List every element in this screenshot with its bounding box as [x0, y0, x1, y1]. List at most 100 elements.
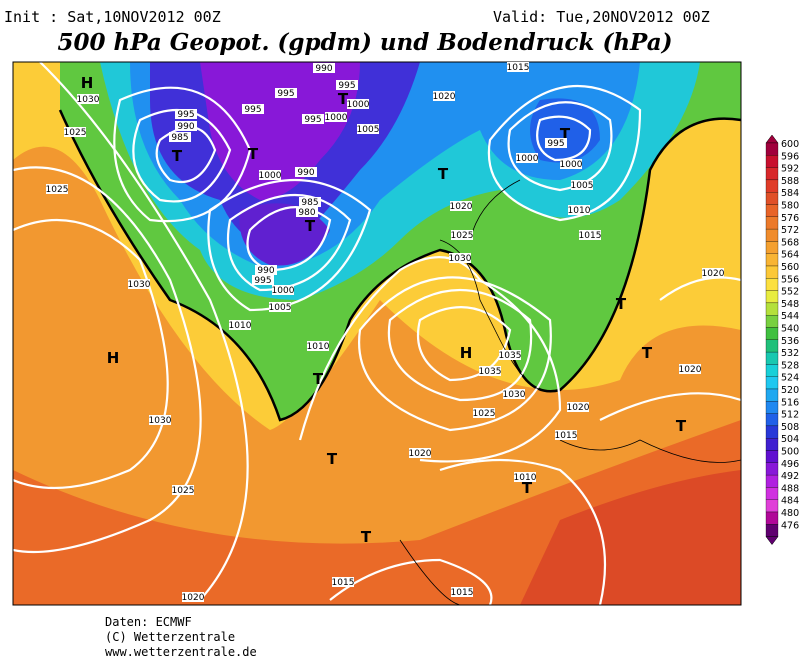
pressure-center: T — [172, 147, 183, 165]
pressure-center: T — [327, 450, 338, 468]
colorbar-label: 536 — [781, 336, 799, 347]
isobar-label: 1030 — [77, 95, 100, 105]
isobar-label: 1005 — [269, 303, 292, 313]
pressure-center: T — [522, 479, 533, 497]
colorbar-cap — [765, 536, 779, 546]
colorbar-segment — [765, 499, 779, 513]
pressure-center: T — [642, 344, 653, 362]
colorbar-label: 576 — [781, 213, 799, 224]
isobar-label: 995 — [177, 110, 194, 120]
isobar-label-bg — [255, 265, 277, 275]
colorbar-label: 556 — [781, 274, 799, 285]
colorbar-segment — [765, 339, 779, 353]
isobar — [207, 178, 372, 312]
pressure-center: T — [361, 528, 372, 546]
isobar-label: 990 — [257, 266, 274, 276]
isobar-label: 980 — [298, 208, 315, 218]
isobar-label: 985 — [301, 198, 318, 208]
isobar-label-bg — [252, 275, 274, 285]
colorbar-segment — [765, 364, 779, 377]
isobar — [39, 62, 249, 601]
colorbar-label: 564 — [781, 250, 799, 261]
pressure-center: T — [305, 217, 316, 235]
colorbar-segment — [765, 511, 779, 525]
isobar-label-bg — [347, 99, 369, 109]
colorbar-label: 528 — [781, 360, 799, 371]
colorbar-label: 500 — [781, 447, 799, 458]
isobar-label: 995 — [304, 115, 321, 125]
pressure-center: T — [313, 370, 324, 388]
colorbar-label: 476 — [781, 520, 799, 531]
isobar-label-bg — [128, 279, 150, 289]
colorbar-label: 516 — [781, 397, 799, 408]
colorbar-label: 524 — [781, 373, 799, 384]
isobar-label: 990 — [315, 64, 332, 74]
isobar-label-bg — [357, 124, 379, 134]
colorbar-segment — [765, 278, 779, 291]
init-time: Init : Sat,10NOV2012 00Z — [4, 8, 221, 26]
isobar-label: 995 — [254, 276, 271, 286]
isobar-label-bg — [473, 408, 495, 418]
isobar-label: 1020 — [433, 92, 456, 102]
colorbar-segment — [765, 265, 779, 279]
isobar-label: 1015 — [451, 588, 474, 598]
isobar-label: 1010 — [514, 473, 537, 483]
colorbar-segment — [765, 290, 779, 304]
isobar-label-bg — [259, 170, 281, 180]
isobar-label-bg — [409, 448, 431, 458]
isobar-label: 1010 — [307, 342, 330, 352]
isobar — [13, 166, 202, 554]
isobar-label: 1030 — [449, 254, 472, 264]
colorbar-segment — [765, 413, 779, 427]
colorbar-label: 520 — [781, 385, 799, 396]
isobar-label: 1010 — [229, 321, 252, 331]
colorbar-segment — [765, 241, 779, 254]
low-field — [200, 62, 360, 200]
isobar-label: 1000 — [560, 160, 583, 170]
isobar-label: 1005 — [357, 125, 380, 135]
isobar-label-bg — [269, 302, 291, 312]
isobar-label: 1005 — [571, 181, 594, 191]
colorbar-label: 496 — [781, 459, 799, 470]
isobar-label-bg — [172, 485, 194, 495]
colorbar-segment — [765, 450, 779, 463]
footer-url: www.wetterzentrale.de — [105, 645, 257, 659]
colorbar-segment — [765, 192, 779, 205]
isobar-label-bg — [433, 91, 455, 101]
isobar-label-bg — [64, 127, 86, 137]
isobar-label-bg — [175, 109, 197, 119]
colorbar-segment — [765, 302, 779, 316]
isobar — [487, 85, 642, 222]
isobar-label-bg — [451, 587, 473, 597]
isobar-label-bg — [451, 230, 473, 240]
colorbar-label: 504 — [781, 434, 799, 445]
colorbar-cap — [765, 134, 779, 144]
isobar-label: 1010 — [568, 206, 591, 216]
isobar-label: 995 — [277, 89, 294, 99]
colorbar-label: 596 — [781, 151, 799, 162]
isobar-label-bg — [169, 132, 191, 142]
colorbar-label: 488 — [781, 483, 799, 494]
colorbar-segment — [765, 351, 779, 365]
pressure-center: T — [438, 165, 449, 183]
pressure-center: H — [81, 74, 94, 92]
isobar-label: 1035 — [479, 367, 502, 377]
colorbar-segment — [765, 327, 779, 340]
map-labels: H H H T T T T T T T T T T T T T 1030 1025 1025 1030 1030 1025… — [46, 62, 725, 603]
isobar-label-bg — [325, 112, 347, 122]
colorbar-label: 592 — [781, 164, 799, 175]
isobar-label-bg — [499, 350, 521, 360]
isobar-label-bg — [514, 472, 536, 482]
isobar-label-bg — [272, 285, 294, 295]
isobar — [329, 276, 741, 605]
isobar-label-bg — [149, 415, 171, 425]
isobar-label-bg — [507, 62, 529, 72]
isobar-label-bg — [568, 205, 590, 215]
isobar-label-bg — [175, 121, 197, 131]
isobar-label: 1025 — [64, 128, 87, 138]
colorbar-label: 584 — [781, 188, 799, 199]
isobar-label-bg — [77, 94, 99, 104]
colorbar-label: 552 — [781, 287, 799, 298]
isobar-label: 1000 — [347, 100, 370, 110]
pressure-center: T — [560, 125, 571, 143]
